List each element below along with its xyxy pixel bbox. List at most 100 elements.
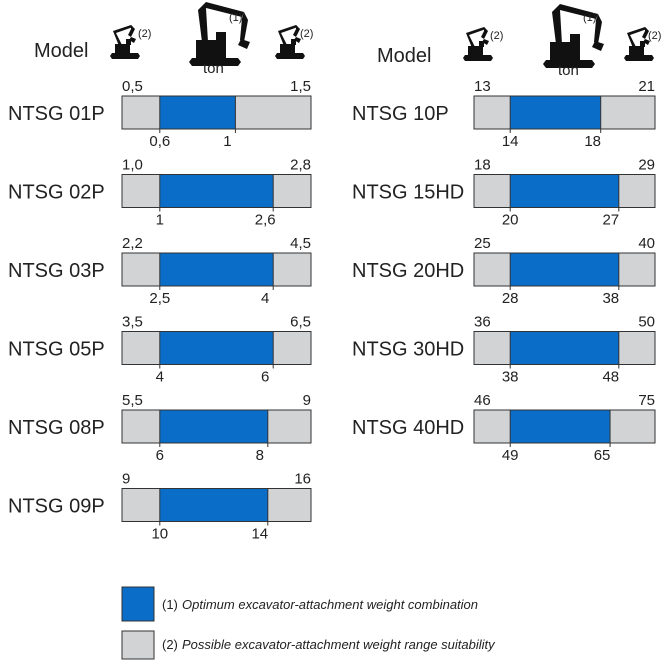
model-header-left: Model bbox=[34, 40, 88, 62]
small-excavator-icon bbox=[463, 27, 493, 61]
optimum-max-label: 1 bbox=[223, 133, 231, 150]
possible-marker-right-a: (2) bbox=[490, 30, 503, 42]
range-row: NTSG 01P 0,5 1,5 0,6 1 bbox=[8, 78, 312, 150]
range-row: NTSG 30HD 36 50 38 48 bbox=[352, 314, 656, 386]
optimum-marker-left: (1) bbox=[229, 12, 242, 24]
range-row: NTSG 02P 1,0 2,8 1 2,6 bbox=[8, 157, 312, 229]
optimum-max-label: 2,6 bbox=[255, 212, 276, 229]
optimum-max-label: 6 bbox=[261, 369, 269, 386]
optimum-max-label: 48 bbox=[602, 369, 619, 386]
optimum-range-bar bbox=[159, 174, 274, 208]
range-row: NTSG 09P 9 16 10 14 bbox=[8, 471, 312, 543]
range-row: NTSG 40HD 46 75 49 65 bbox=[352, 392, 656, 464]
optimum-max-label: 18 bbox=[584, 133, 601, 150]
possible-marker-left-a: (2) bbox=[138, 28, 151, 40]
possible-max-label: 16 bbox=[294, 471, 311, 488]
possible-max-label: 9 bbox=[303, 392, 311, 409]
model-header-right: Model bbox=[377, 45, 431, 67]
possible-min-label: 0,5 bbox=[122, 78, 143, 95]
possible-marker-left-b: (2) bbox=[300, 28, 313, 40]
legend: (1) Optimum excavator-attachment weight … bbox=[121, 586, 496, 660]
optimum-min-label: 14 bbox=[502, 133, 519, 150]
legend-optimum-swatch bbox=[121, 586, 155, 622]
possible-max-label: 2,8 bbox=[290, 157, 311, 174]
optimum-range-bar bbox=[159, 331, 274, 365]
optimum-range-bar bbox=[509, 252, 620, 287]
optimum-range-bar bbox=[159, 409, 269, 444]
possible-min-label: 36 bbox=[474, 314, 491, 331]
model-label: NTSG 10P bbox=[352, 103, 449, 125]
possible-max-label: 40 bbox=[638, 235, 655, 252]
legend-possible-label: Possible excavator-attachment weight ran… bbox=[182, 637, 496, 652]
model-label: NTSG 08P bbox=[8, 417, 105, 439]
legend-possible-swatch bbox=[121, 630, 155, 660]
possible-max-label: 6,5 bbox=[290, 314, 311, 331]
model-label: NTSG 09P bbox=[8, 496, 105, 518]
optimum-max-label: 8 bbox=[256, 447, 264, 464]
model-label: NTSG 05P bbox=[8, 339, 105, 361]
optimum-marker-right: (1) bbox=[583, 12, 596, 24]
possible-min-label: 9 bbox=[122, 471, 130, 488]
model-label: NTSG 03P bbox=[8, 260, 105, 282]
optimum-max-label: 65 bbox=[594, 447, 611, 464]
possible-min-label: 46 bbox=[474, 392, 491, 409]
possible-min-label: 25 bbox=[474, 235, 491, 252]
model-label: NTSG 02P bbox=[8, 182, 105, 204]
small-excavator-icon bbox=[110, 25, 140, 59]
possible-min-label: 18 bbox=[474, 157, 491, 174]
legend-optimum-marker: (1) bbox=[162, 597, 178, 612]
possible-min-label: 3,5 bbox=[122, 314, 143, 331]
range-row: NTSG 05P 3,5 6,5 4 6 bbox=[8, 314, 312, 386]
model-label: NTSG 20HD bbox=[352, 260, 464, 282]
optimum-min-label: 1 bbox=[156, 212, 164, 229]
optimum-range-bar bbox=[159, 252, 274, 287]
header-left: Model (2) (1) ton (2) bbox=[34, 2, 313, 77]
optimum-min-label: 28 bbox=[502, 290, 519, 307]
model-label: NTSG 01P bbox=[8, 103, 105, 125]
possible-max-label: 75 bbox=[638, 392, 655, 409]
possible-max-label: 1,5 bbox=[290, 78, 311, 95]
possible-max-label: 50 bbox=[638, 314, 655, 331]
optimum-max-label: 27 bbox=[602, 212, 619, 229]
possible-max-label: 29 bbox=[638, 157, 655, 174]
possible-max-label: 4,5 bbox=[290, 235, 311, 252]
optimum-min-label: 10 bbox=[151, 526, 168, 543]
unit-label-right: ton bbox=[558, 62, 579, 79]
range-row: NTSG 03P 2,2 4,5 2,5 4 bbox=[8, 235, 312, 307]
optimum-range-bar bbox=[509, 174, 620, 208]
optimum-min-label: 4 bbox=[156, 369, 164, 386]
range-row: NTSG 15HD 18 29 20 27 bbox=[352, 157, 656, 229]
optimum-range-bar bbox=[509, 409, 611, 444]
range-row: NTSG 10P 13 21 14 18 bbox=[352, 78, 656, 150]
possible-min-label: 5,5 bbox=[122, 392, 143, 409]
range-row: NTSG 20HD 25 40 28 38 bbox=[352, 235, 656, 307]
optimum-min-label: 6 bbox=[156, 447, 164, 464]
header-right: Model (2) (1) ton (2) bbox=[377, 4, 661, 79]
optimum-min-label: 2,5 bbox=[149, 290, 170, 307]
optimum-max-label: 4 bbox=[261, 290, 269, 307]
optimum-min-label: 0,6 bbox=[149, 133, 170, 150]
possible-min-label: 2,2 bbox=[122, 235, 143, 252]
optimum-max-label: 14 bbox=[251, 526, 268, 543]
optimum-range-bar bbox=[159, 488, 269, 522]
optimum-range-bar bbox=[159, 95, 236, 130]
possible-min-label: 13 bbox=[474, 78, 491, 95]
optimum-min-label: 20 bbox=[502, 212, 519, 229]
unit-label-left: ton bbox=[203, 60, 224, 77]
model-label: NTSG 30HD bbox=[352, 339, 464, 361]
legend-possible-marker: (2) bbox=[162, 637, 178, 652]
range-row: NTSG 08P 5,5 9 6 8 bbox=[8, 392, 312, 464]
possible-marker-right-b: (2) bbox=[648, 30, 661, 42]
optimum-min-label: 38 bbox=[502, 369, 519, 386]
possible-max-label: 21 bbox=[638, 78, 655, 95]
model-label: NTSG 15HD bbox=[352, 182, 464, 204]
legend-optimum-label: Optimum excavator-attachment weight comb… bbox=[182, 597, 478, 612]
optimum-max-label: 38 bbox=[602, 290, 619, 307]
model-label: NTSG 40HD bbox=[352, 417, 464, 439]
optimum-range-bar bbox=[509, 95, 602, 130]
optimum-min-label: 49 bbox=[502, 447, 519, 464]
optimum-range-bar bbox=[509, 331, 620, 365]
possible-min-label: 1,0 bbox=[122, 157, 143, 174]
